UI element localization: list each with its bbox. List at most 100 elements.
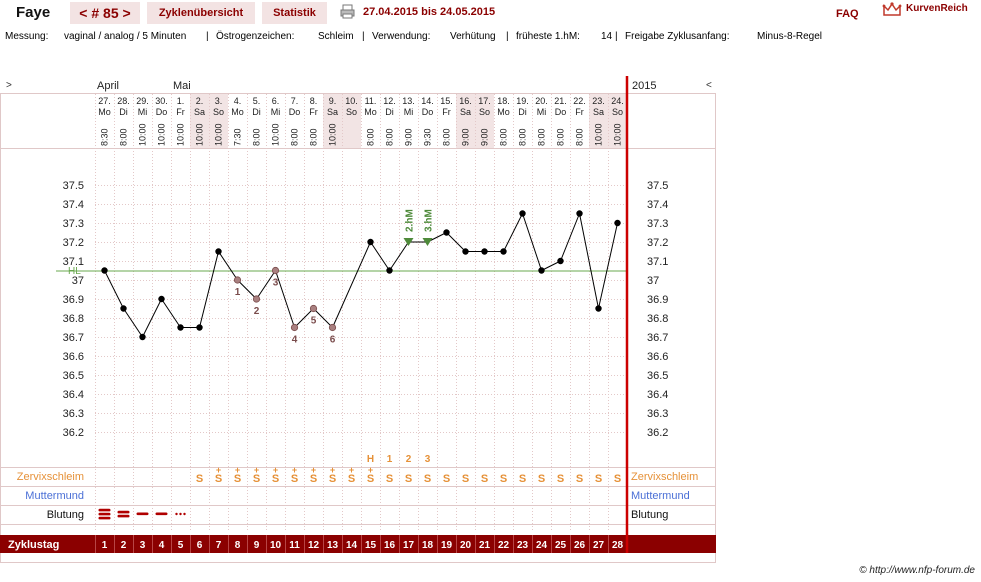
month-label: Mai — [173, 80, 191, 92]
temp-point — [367, 238, 374, 246]
usage-value: Verhütung — [450, 31, 496, 42]
mucus-symbol: S — [443, 473, 450, 485]
weekday-label: Fr — [309, 107, 318, 117]
mucus-plus-symbol: + — [235, 465, 240, 475]
weekday-label: So — [612, 107, 623, 117]
y-tick-left: 36.8 — [63, 313, 84, 325]
weekend-header-shade — [342, 94, 361, 148]
high-temp-marker — [403, 238, 414, 246]
release-value: Minus-8-Regel — [757, 31, 823, 42]
y-tick-left: 37 — [72, 275, 84, 287]
temp-point — [462, 248, 469, 255]
cycle-day-number: 8 — [235, 540, 241, 551]
y-tick-left: 36.3 — [63, 408, 84, 420]
temp-line-segment — [104, 270, 124, 309]
y-tick-right: 36.3 — [647, 408, 668, 420]
temp-point — [576, 210, 583, 217]
high-mark-label: 2.hM — [405, 209, 416, 232]
time-label: 8:00 — [499, 128, 509, 146]
time-label: 8:00 — [556, 128, 566, 146]
time-label: 10:00 — [328, 123, 338, 146]
brand-logo[interactable]: KurvenReich — [906, 3, 968, 14]
temp-line-segment — [275, 270, 295, 328]
mucus-symbol: S — [500, 473, 507, 485]
mucus-plus-symbol: + — [292, 465, 297, 475]
cycle-day-number: 26 — [574, 540, 586, 551]
day-label: 17. — [478, 96, 491, 106]
day-label: 6. — [272, 96, 280, 106]
low-mark-label: 4 — [292, 335, 298, 346]
time-label: 8:00 — [518, 128, 528, 146]
high-mark-label: 3.hM — [424, 209, 435, 232]
print-icon[interactable] — [340, 4, 355, 19]
estrogen-value: Schleim — [318, 31, 354, 42]
mucus-plus-symbol: + — [216, 465, 221, 475]
cycle-day-number: 18 — [422, 540, 434, 551]
weekend-header-shade — [209, 94, 228, 148]
weekday-label: Mi — [404, 107, 414, 117]
y-tick-right: 37.1 — [647, 256, 668, 268]
temp-line-segment — [598, 222, 618, 309]
weekday-label: Fr — [176, 107, 185, 117]
y-tick-right: 36.2 — [647, 427, 668, 439]
cycle-day-number: 14 — [346, 540, 358, 551]
day-label: 29. — [136, 96, 149, 106]
cycle-day-number: 28 — [612, 540, 624, 551]
weekday-label: Di — [385, 107, 394, 117]
cycle-day-number: 17 — [403, 540, 415, 551]
temp-line-segment — [560, 213, 580, 262]
cycle-day-number: 19 — [441, 540, 453, 551]
mucus-symbol: S — [557, 473, 564, 485]
mucus-symbol: S — [405, 473, 412, 485]
day-label: 12. — [383, 96, 396, 106]
temp-line-segment — [218, 251, 238, 281]
temp-line-segment — [503, 213, 523, 252]
cycle-day-number: 24 — [536, 540, 548, 551]
cervix-row-label-right: Muttermund — [631, 490, 690, 502]
faq-link[interactable]: FAQ — [836, 8, 859, 20]
weekday-label: Do — [422, 107, 434, 117]
y-tick-right: 37.4 — [647, 199, 668, 211]
low-temp-marker — [233, 276, 242, 284]
temp-point — [139, 333, 146, 341]
time-label: 8:00 — [252, 128, 262, 146]
time-label: 10:00 — [138, 123, 148, 146]
mucus-plus-symbol: + — [330, 465, 335, 475]
day-label: 9. — [329, 96, 337, 106]
cycle-overview-tab[interactable]: Zyklenübersicht — [147, 2, 255, 24]
y-tick-right: 36.4 — [647, 389, 668, 401]
day-label: 7. — [291, 96, 299, 106]
release-label: Freigabe Zyklusanfang: — [625, 31, 730, 42]
time-label: 8:00 — [290, 128, 300, 146]
time-label: 7:30 — [233, 128, 243, 146]
y-tick-right: 37 — [647, 275, 659, 287]
chart-frame — [0, 76, 716, 563]
mucus-symbol: S — [595, 473, 602, 485]
time-label: 8:00 — [309, 128, 319, 146]
temp-line-segment — [370, 241, 390, 271]
temp-point — [443, 229, 450, 236]
mucus-symbol: S — [481, 473, 488, 485]
mucus-row-label-right: Zervixschleim — [631, 471, 698, 483]
bleeding-spotting-dot — [179, 512, 182, 516]
high-temp-marker — [422, 238, 433, 246]
temp-line-segment — [123, 308, 143, 338]
weekend-header-shade — [456, 94, 475, 148]
temp-point — [120, 305, 127, 312]
low-mark-label: 5 — [311, 316, 317, 327]
cycle-day-number: 7 — [216, 540, 222, 551]
y-tick-left: 36.9 — [63, 294, 84, 306]
weekday-label: Mi — [537, 107, 547, 117]
cycle-nav-button[interactable]: < # 85 > — [70, 2, 140, 24]
time-label: 8:00 — [385, 128, 395, 146]
weekday-label: Sa — [460, 107, 471, 117]
cycle-day-number: 15 — [365, 540, 377, 551]
temp-line-segment — [522, 213, 542, 271]
time-label: 10:00 — [157, 123, 167, 146]
mucus-plus-symbol: + — [254, 465, 259, 475]
temp-line-segment — [389, 241, 409, 271]
estrogen-label: Östrogenzeichen: — [216, 31, 295, 42]
weekday-label: Do — [555, 107, 567, 117]
weekday-label: Sa — [327, 107, 338, 117]
statistics-tab[interactable]: Statistik — [262, 2, 327, 24]
